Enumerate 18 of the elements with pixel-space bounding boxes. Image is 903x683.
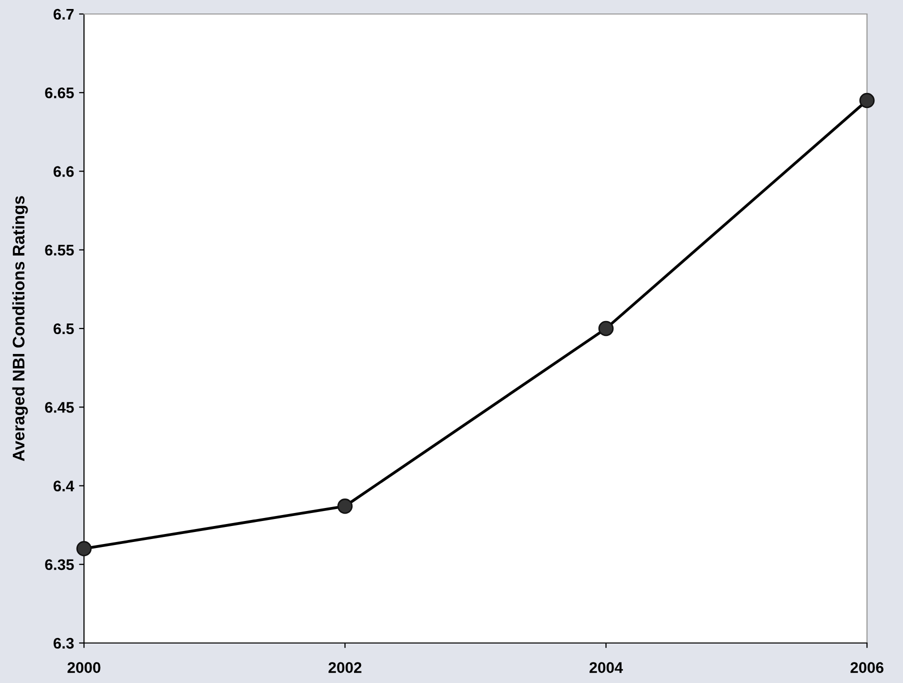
y-tick-label: 6.35 xyxy=(45,559,74,570)
x-tick-label: 2006 xyxy=(850,662,884,673)
y-tick-label: 6.65 xyxy=(45,87,74,98)
y-axis-title: Averaged NBI Conditions Ratings xyxy=(12,196,28,462)
point xyxy=(76,541,92,556)
y-tick-label: 6.7 xyxy=(54,8,74,20)
point xyxy=(337,498,353,514)
y-tick-label: 6.6 xyxy=(54,166,74,177)
y-tick-label: 6.55 xyxy=(45,244,74,256)
point xyxy=(598,320,614,336)
point xyxy=(859,92,875,108)
x-tick-label: 2002 xyxy=(328,662,362,673)
y-tick-label: 6.5 xyxy=(54,323,74,334)
x-tick-label: 2004 xyxy=(590,662,623,673)
y-tick-label: 6.45 xyxy=(45,402,74,413)
x-tick-label: 2000 xyxy=(68,662,100,673)
y-tick-label: 6.3 xyxy=(54,638,74,649)
y-tick-label: 6.4 xyxy=(54,480,74,492)
